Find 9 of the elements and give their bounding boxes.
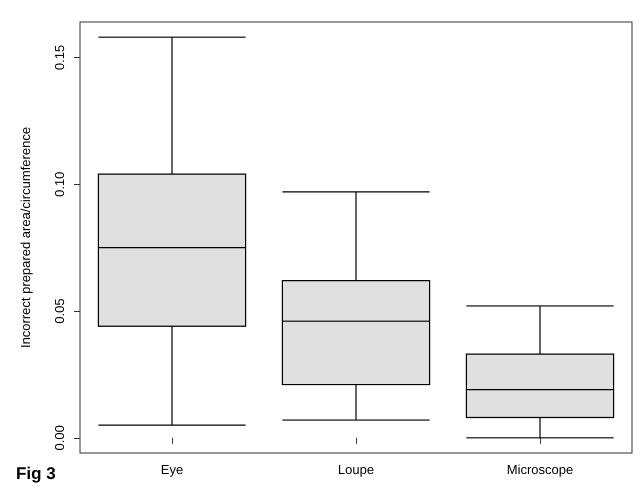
x-tick-label: Microscope — [506, 462, 574, 477]
x-tick-label: Loupe — [338, 462, 374, 477]
y-axis-title: Incorrect prepared area/circumference — [18, 126, 33, 348]
caption: Fig 3 — [16, 464, 56, 483]
y-tick-label: 0.10 — [52, 172, 67, 197]
x-tick-label: Eye — [160, 462, 184, 477]
y-tick-label: 0.00 — [52, 425, 67, 450]
y-tick-label: 0.05 — [52, 298, 67, 324]
y-tick-label: 0.15 — [52, 44, 67, 70]
